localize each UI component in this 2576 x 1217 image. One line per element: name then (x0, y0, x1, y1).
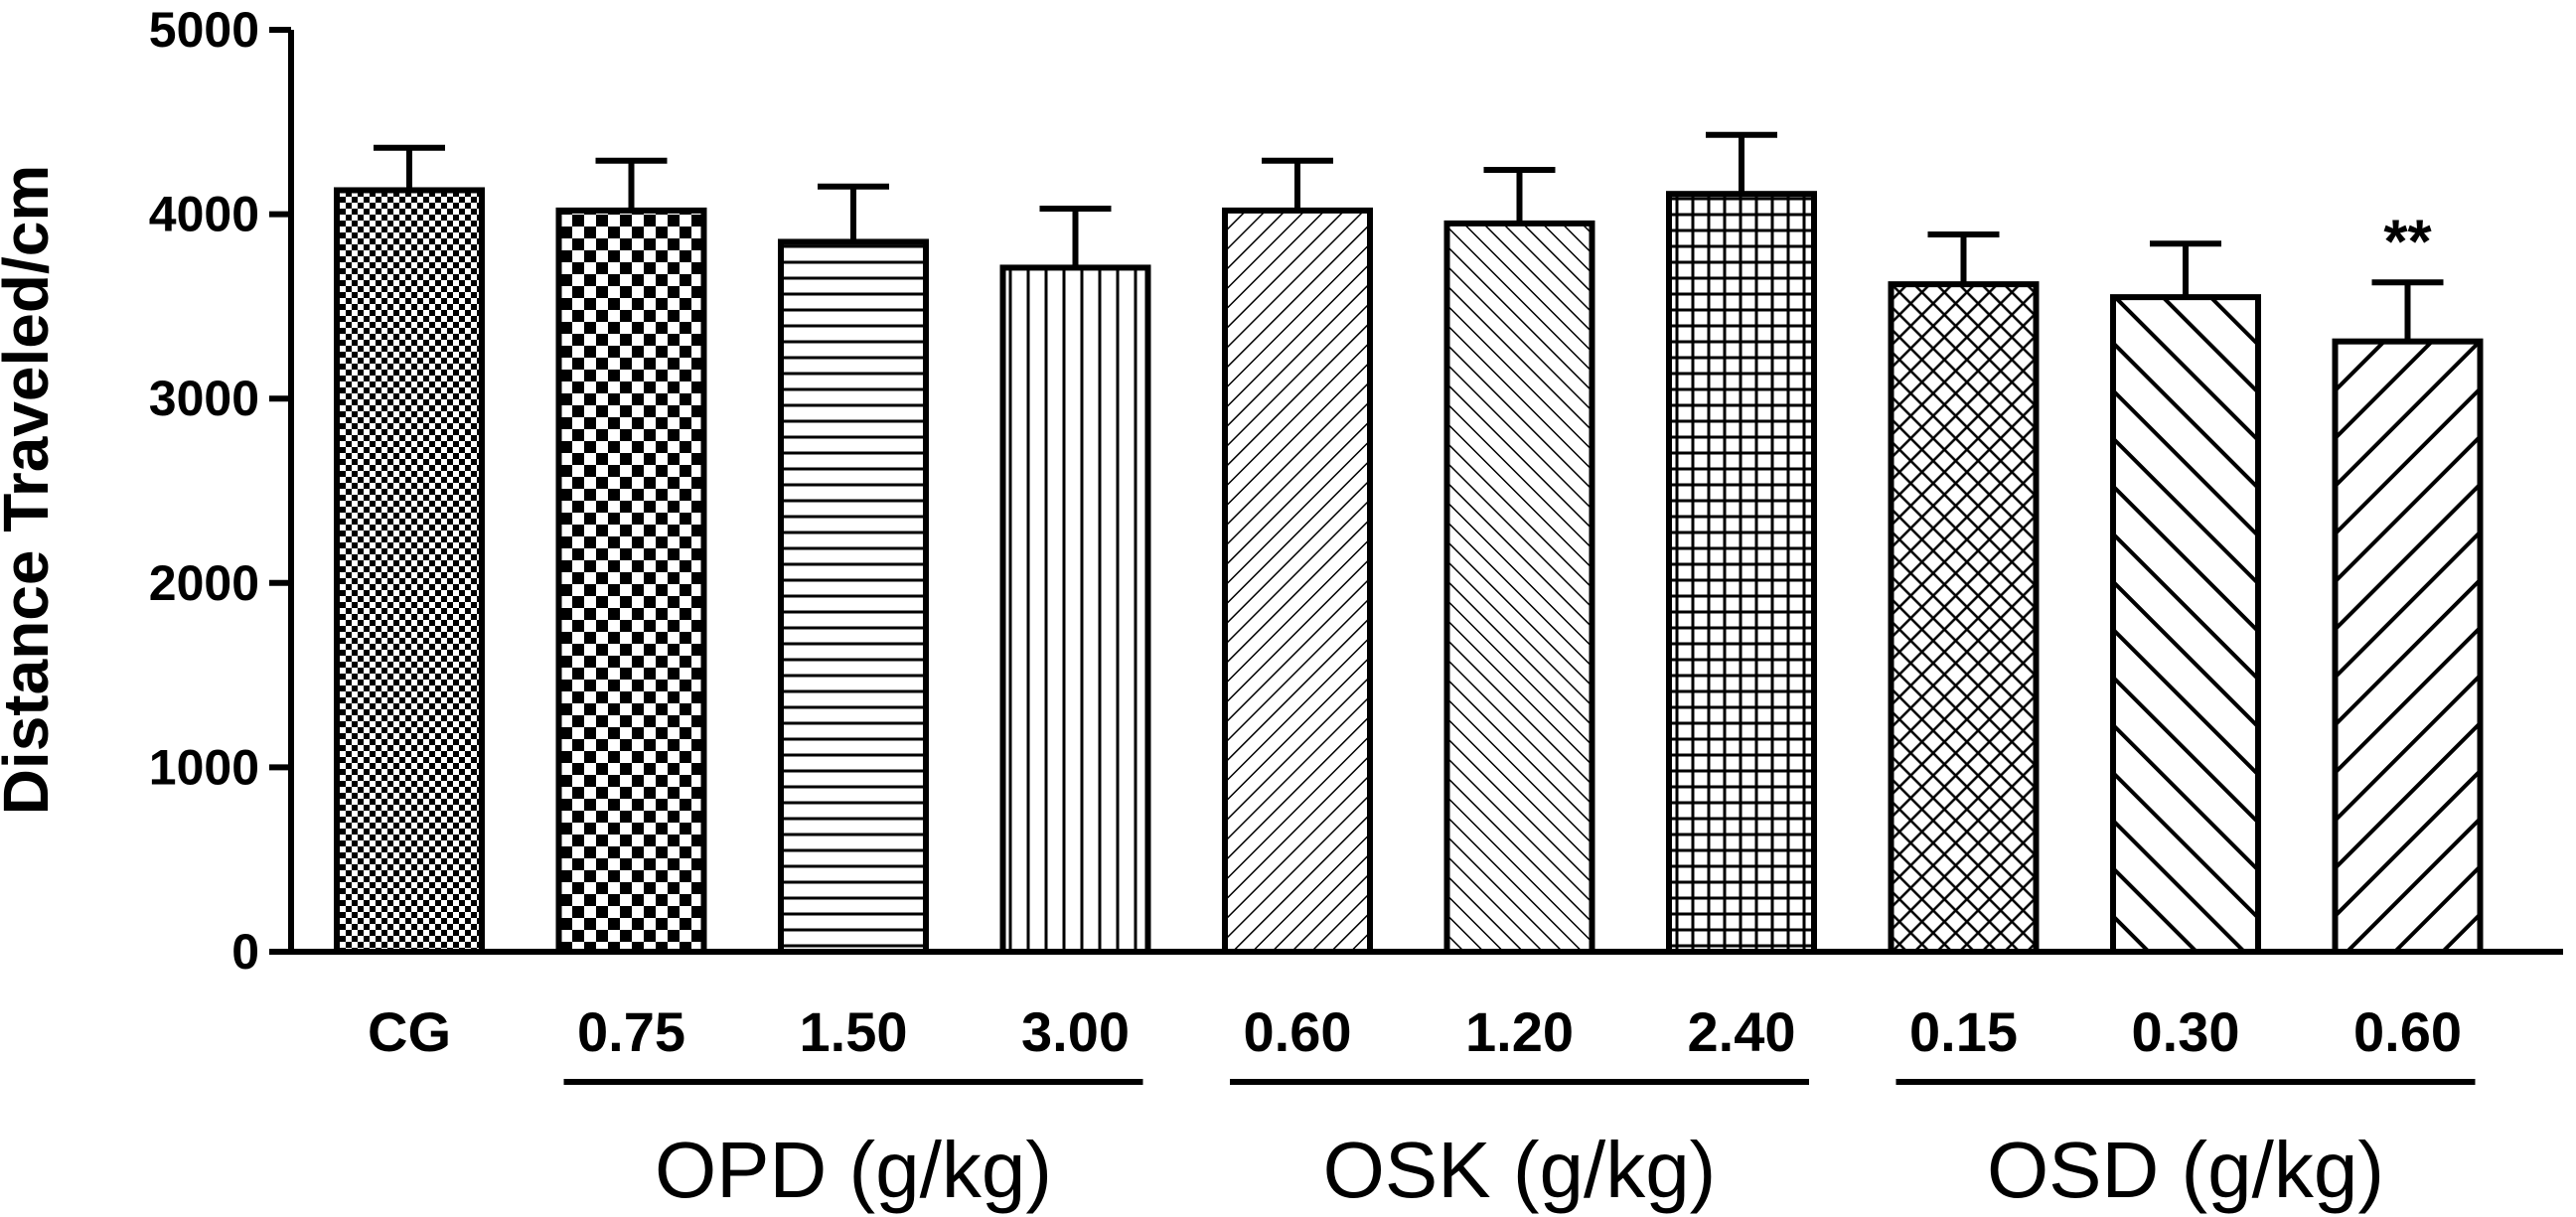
y-tick-label: 3000 (149, 371, 259, 426)
category-label-10: 0.60 (2353, 1000, 2462, 1063)
bar-3 (778, 238, 929, 955)
category-label-9: 0.30 (2132, 1000, 2240, 1063)
bar-7 (1666, 191, 1817, 955)
y-tick-label: 4000 (149, 187, 259, 242)
bar-8 (1888, 281, 2040, 955)
group-label-2: OSK (g/kg) (1323, 1126, 1717, 1214)
y-axis-ticks: 0 1000 2000 3000 4000 5000 (149, 2, 291, 980)
bars-group (334, 187, 2484, 956)
group-labels: OPD (g/kg) OSK (g/kg) OSD (g/kg) (563, 1079, 2476, 1214)
bar-4 (999, 264, 1151, 955)
y-axis-title: Distance Traveled/cm (0, 165, 62, 816)
y-tick-label: 2000 (149, 555, 259, 611)
y-tick-label: 5000 (149, 2, 259, 58)
group-label-1: OPD (g/kg) (655, 1126, 1052, 1214)
category-label-2: 0.75 (577, 1000, 685, 1063)
bar-2 (555, 207, 707, 955)
category-label-1: CG (368, 1000, 451, 1063)
significance-annotation-1: ** (2383, 208, 2432, 276)
bar-6 (1443, 220, 1595, 955)
group-label-3: OSD (g/kg) (1987, 1126, 2384, 1214)
category-label-6: 1.20 (1465, 1000, 1574, 1063)
category-label-5: 0.60 (1244, 1000, 1352, 1063)
y-tick-label: 1000 (149, 739, 259, 795)
category-label-7: 2.40 (1688, 1000, 1796, 1063)
error-bars-group (374, 131, 2444, 342)
category-labels: CG 0.75 1.50 3.00 0.60 1.20 2.40 0.15 0.30 0.60 (368, 1000, 2462, 1063)
y-tick-label: 0 (231, 924, 259, 980)
bar-10 (2332, 338, 2484, 955)
bar-9 (2110, 294, 2261, 955)
bar-5 (1222, 207, 1373, 955)
category-label-3: 1.50 (800, 1000, 908, 1063)
category-label-8: 0.15 (1909, 1000, 2018, 1063)
bar-1 (334, 187, 485, 956)
category-label-4: 3.00 (1021, 1000, 1130, 1063)
annotations: ** (2383, 208, 2432, 276)
